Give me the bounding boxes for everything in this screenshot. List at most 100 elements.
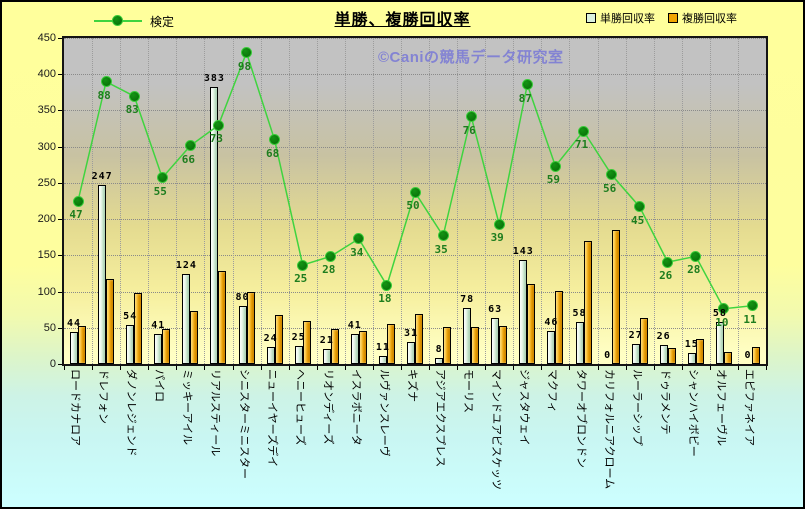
- kentei-value-label: 66: [181, 152, 196, 166]
- v-gridline: [737, 38, 739, 364]
- place-bar: [471, 327, 480, 364]
- win-bar-value-label: 27: [628, 330, 643, 342]
- kentei-value-label: 47: [69, 208, 83, 221]
- x-axis-tick: [737, 366, 739, 370]
- place-bar: [415, 314, 423, 364]
- win-bar: [182, 274, 191, 364]
- kentei-marker: [690, 250, 702, 262]
- win-bar: [715, 322, 724, 364]
- x-axis-tick: [513, 366, 515, 370]
- x-axis-tick: [372, 366, 374, 370]
- win-bar: [463, 307, 472, 364]
- kentei-marker: [128, 90, 140, 102]
- v-gridline: [681, 38, 683, 364]
- place-bar: [443, 327, 452, 364]
- kentei-value-label: 68: [265, 146, 280, 160]
- x-axis-tick: [429, 366, 430, 370]
- place-bar: [499, 325, 508, 364]
- h-gridline: [64, 38, 766, 39]
- h-gridline: [64, 219, 766, 221]
- x-axis-tick: [401, 366, 402, 370]
- category-label: キズナ: [406, 369, 418, 402]
- v-gridline: [344, 38, 346, 364]
- place-bar: [302, 321, 311, 364]
- y-axis-tick: [58, 146, 62, 148]
- category-label: ドゥラメンテ: [658, 369, 671, 435]
- category-label: ダノンレジェンド: [125, 369, 138, 457]
- x-axis-tick: [569, 366, 571, 370]
- win-bar: [238, 306, 247, 364]
- place-bar: [106, 278, 115, 364]
- category-label: ヘニーヒューズ: [293, 369, 306, 446]
- place-bar: [639, 317, 648, 364]
- place-bar: [358, 330, 367, 364]
- kentei-marker: [578, 125, 589, 137]
- category-label: アジアエクスプレス: [434, 369, 447, 468]
- place-bar: [667, 348, 676, 364]
- kentei-value-label: 87: [518, 91, 532, 105]
- win-bar-value-label: 44: [66, 318, 82, 330]
- kentei-value-label: 73: [209, 132, 224, 146]
- kentei-value-label: 34: [350, 245, 364, 259]
- category-label: ドレフォン: [97, 369, 110, 424]
- win-bar: [687, 353, 696, 364]
- win-bar-value-label: 54: [123, 310, 138, 322]
- x-axis-tick: [457, 366, 459, 370]
- kentei-marker: [212, 119, 224, 131]
- v-gridline: [204, 38, 206, 364]
- category-label: ジャスタウェイ: [518, 369, 531, 446]
- h-gridline: [64, 74, 766, 76]
- win-bar-value-label: 63: [488, 304, 503, 316]
- legend-item-place: 複勝回収率: [668, 10, 737, 26]
- h-gridline: [64, 110, 766, 112]
- kentei-marker: [241, 47, 252, 59]
- place-bar: [162, 329, 171, 364]
- kentei-marker: [718, 303, 730, 315]
- category-label: リオンディーズ: [321, 369, 334, 445]
- x-axis-tick: [597, 366, 599, 370]
- x-axis-tick: [625, 366, 627, 370]
- y-axis-tick: [58, 182, 62, 184]
- v-gridline: [569, 38, 571, 364]
- category-label: ルーラーシップ: [630, 369, 643, 446]
- win-bar-value-label: 41: [151, 320, 166, 332]
- kentei-marker: [184, 140, 196, 152]
- win-bar: [350, 334, 359, 364]
- kentei-value-label: 88: [97, 88, 111, 102]
- category-label: シニスターミニスター: [237, 369, 250, 479]
- v-gridline: [709, 38, 711, 364]
- place-bar: [78, 326, 86, 364]
- kentei-marker: [493, 218, 505, 230]
- kentei-value-label: 45: [630, 213, 645, 227]
- kentei-value-label: 28: [687, 263, 701, 277]
- kentei-value-label: 18: [378, 292, 392, 306]
- kentei-marker: [325, 250, 337, 262]
- win-bar: [659, 345, 668, 364]
- category-label: タワーオブロンドン: [574, 369, 587, 468]
- category-label: エピファネイア: [743, 369, 755, 446]
- win-swatch-icon: [586, 13, 596, 23]
- win-bar: [294, 345, 303, 364]
- kentei-value-label: 59: [546, 173, 561, 187]
- x-axis-tick: [653, 366, 655, 370]
- h-gridline: [64, 255, 766, 257]
- win-bar: [210, 86, 219, 364]
- win-bar-value-label: 0: [604, 350, 612, 361]
- place-swatch-icon: [668, 13, 678, 23]
- place-bar: [218, 270, 227, 364]
- win-bar: [407, 341, 415, 364]
- place-bar: [134, 293, 143, 364]
- y-axis-label: 200: [37, 213, 56, 226]
- kentei-legend-marker-icon: [112, 15, 123, 26]
- x-axis-tick: [260, 366, 262, 370]
- win-bar-value-label: 8: [435, 344, 443, 356]
- v-gridline: [513, 38, 515, 364]
- win-bar-value-label: 15: [684, 339, 699, 351]
- plot-area: 44 247 54 41 124 383 80 24 25 21 41 11 31 8 78 63 143 46 5…: [62, 36, 768, 366]
- v-gridline: [148, 38, 150, 364]
- v-gridline: [625, 38, 627, 364]
- kentei-marker: [606, 169, 618, 181]
- v-gridline: [120, 38, 122, 364]
- y-axis-label: 400: [37, 68, 56, 81]
- y-axis-tick: [58, 38, 62, 39]
